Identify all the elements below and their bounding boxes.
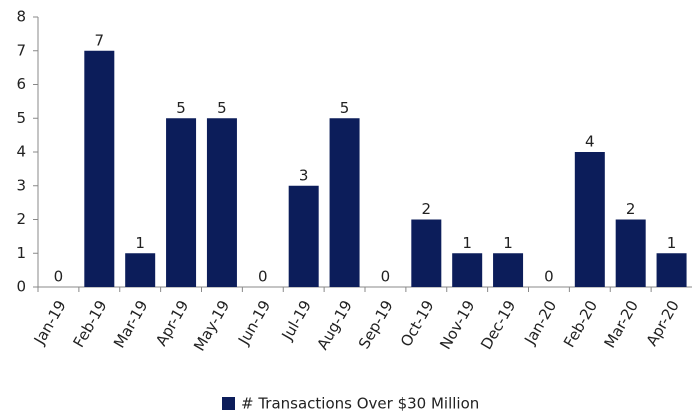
data-label: 1: [135, 234, 145, 252]
y-tick-label: 2: [16, 210, 26, 228]
data-label: 0: [258, 268, 268, 286]
x-tick-label: Feb-20: [560, 297, 601, 350]
x-tick-label: Jul-19: [278, 297, 315, 344]
x-tick-label: May-19: [190, 297, 233, 354]
bar: [329, 118, 360, 287]
bar: [125, 253, 156, 287]
bar: [288, 185, 319, 287]
data-label: 0: [54, 268, 64, 286]
data-label: 1: [462, 234, 472, 252]
bar: [615, 219, 646, 287]
y-tick-label: 7: [16, 41, 26, 59]
data-label: 3: [299, 166, 309, 184]
bar: [656, 253, 687, 287]
data-label: 2: [422, 200, 432, 218]
bar: [166, 118, 197, 287]
bar: [493, 253, 524, 287]
legend-label: # Transactions Over $30 Million: [241, 395, 479, 413]
bar: [452, 253, 483, 287]
y-tick-label: 3: [16, 176, 26, 194]
data-label: 1: [667, 234, 677, 252]
y-tick-label: 0: [16, 278, 26, 296]
data-label: 2: [626, 200, 636, 218]
x-tick-label: Nov-19: [436, 297, 478, 352]
x-tick-label: Sep-19: [355, 297, 397, 352]
y-tick-label: 8: [16, 8, 26, 26]
bar: [574, 152, 605, 287]
y-tick-label: 4: [16, 143, 26, 161]
x-tick-label: Jan-20: [520, 297, 560, 348]
x-tick-label: Mar-20: [601, 297, 643, 351]
data-label: 1: [503, 234, 513, 252]
legend-swatch: [222, 397, 235, 410]
data-label: 7: [95, 31, 105, 49]
y-tick-label: 5: [16, 109, 26, 127]
x-tick-label: Dec-19: [477, 297, 519, 352]
x-tick-label: Jan-19: [30, 297, 70, 348]
x-tick-label: Mar-19: [110, 297, 152, 351]
x-tick-label: Apr-20: [643, 297, 683, 349]
data-label: 5: [176, 99, 186, 117]
x-tick-label: Oct-19: [397, 297, 438, 350]
bar: [84, 50, 115, 287]
x-tick-label: Apr-19: [152, 297, 192, 349]
y-tick-label: 1: [16, 244, 26, 262]
data-label: 5: [217, 99, 227, 117]
x-tick-label: Feb-19: [70, 297, 111, 350]
y-tick-label: 6: [16, 75, 26, 93]
data-label: 0: [381, 268, 391, 286]
bar: [411, 219, 442, 287]
data-label: 5: [340, 99, 350, 117]
data-label: 4: [585, 133, 595, 151]
data-label: 0: [544, 268, 554, 286]
x-tick-label: Jun-19: [234, 297, 274, 348]
x-tick-label: Aug-19: [313, 297, 355, 353]
bar: [206, 118, 237, 287]
